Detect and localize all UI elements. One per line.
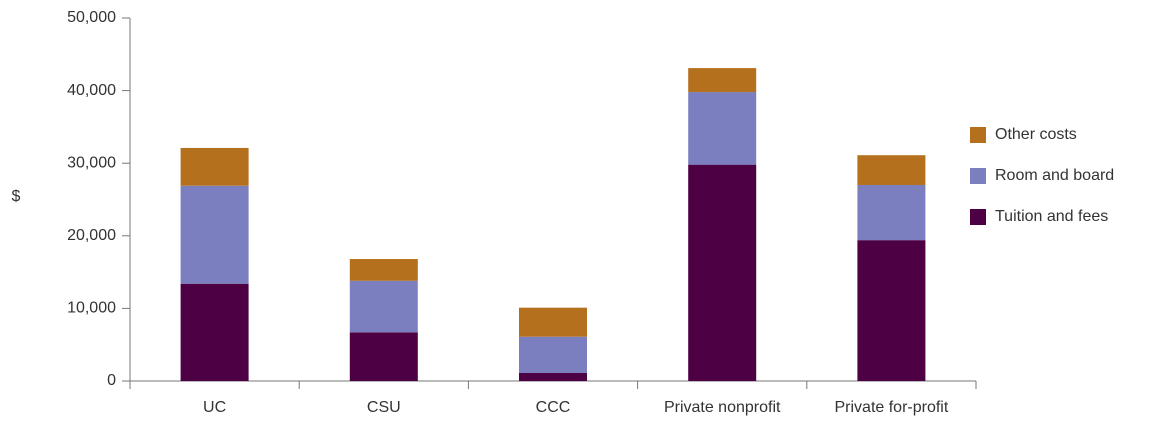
legend-label: Room and board (995, 167, 1114, 184)
y-tick-label: 50,000 (67, 9, 116, 26)
y-axis-label: $ (12, 188, 21, 205)
bar-segment (519, 307, 587, 337)
x-tick-label: Private for-profit (834, 399, 948, 416)
legend-label: Other costs (995, 126, 1077, 143)
y-tick-label: 40,000 (67, 82, 116, 99)
legend-swatch (970, 127, 986, 143)
x-tick-label: Private nonprofit (664, 399, 781, 416)
y-tick-label: 20,000 (67, 227, 116, 244)
y-tick-label: 10,000 (67, 300, 116, 317)
bar-segment (180, 185, 249, 284)
legend-label: Tuition and fees (995, 208, 1108, 225)
bar-segment (857, 184, 926, 241)
bar-segment (688, 92, 757, 165)
y-tick-label: 30,000 (67, 154, 116, 171)
bar-segment (688, 164, 757, 381)
bar-segment (857, 240, 926, 381)
bar-segment (519, 373, 587, 381)
bar-segment (688, 68, 757, 93)
bar-segment (180, 283, 249, 381)
x-tick-label: CCC (536, 399, 571, 416)
bar-segment (349, 259, 418, 281)
legend-swatch (970, 168, 986, 184)
bar-segment (349, 280, 418, 333)
bar-segment (519, 336, 587, 374)
bar-segment (180, 147, 249, 186)
bar-segment (857, 155, 926, 185)
y-tick-label: 0 (107, 372, 116, 389)
legend-swatch (970, 209, 986, 225)
x-tick-label: UC (203, 399, 226, 416)
bar-segment (349, 332, 418, 381)
x-tick-label: CSU (367, 399, 401, 416)
